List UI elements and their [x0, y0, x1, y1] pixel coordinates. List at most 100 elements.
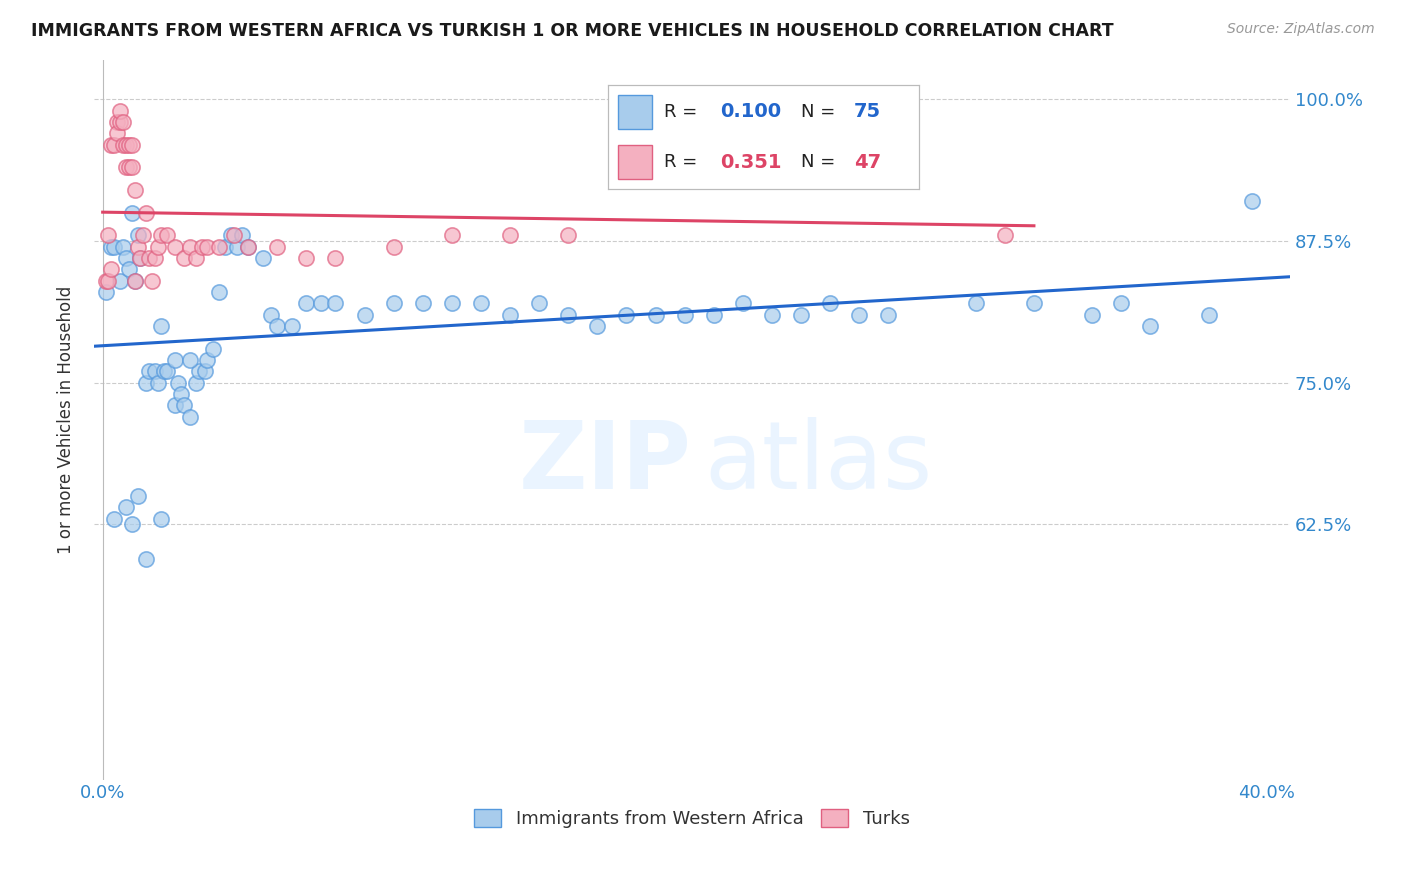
Point	[325, 251, 347, 265]
Point	[112, 240, 135, 254]
Point	[470, 296, 492, 310]
Point	[965, 296, 987, 310]
Point	[127, 228, 149, 243]
Point	[325, 296, 347, 310]
Point	[1241, 194, 1264, 209]
Point	[132, 228, 155, 243]
Point	[124, 274, 146, 288]
Point	[1139, 319, 1161, 334]
Point	[138, 251, 160, 265]
Point	[440, 228, 463, 243]
Point	[165, 353, 187, 368]
Point	[222, 228, 245, 243]
Point	[121, 205, 143, 219]
Point	[129, 251, 152, 265]
Point	[115, 500, 138, 515]
Point	[112, 137, 135, 152]
Point	[129, 251, 152, 265]
Point	[118, 137, 141, 152]
Point	[118, 262, 141, 277]
Point	[281, 319, 304, 334]
Point	[557, 308, 579, 322]
Point	[149, 319, 172, 334]
Point	[818, 296, 841, 310]
Point	[118, 161, 141, 175]
Point	[135, 376, 157, 390]
Point	[193, 364, 215, 378]
Point	[146, 376, 169, 390]
Point	[616, 308, 638, 322]
Text: atlas: atlas	[704, 417, 932, 508]
Point	[141, 274, 163, 288]
Point	[108, 115, 131, 129]
Y-axis label: 1 or more Vehicles in Household: 1 or more Vehicles in Household	[58, 285, 75, 554]
Point	[165, 399, 187, 413]
Point	[108, 274, 131, 288]
Point	[97, 228, 120, 243]
Point	[149, 228, 172, 243]
Point	[135, 205, 157, 219]
Point	[115, 137, 138, 152]
Point	[105, 115, 128, 129]
Point	[149, 512, 172, 526]
Point	[214, 240, 236, 254]
Point	[173, 251, 195, 265]
Point	[1022, 296, 1045, 310]
Point	[586, 319, 609, 334]
Point	[156, 228, 179, 243]
Point	[121, 161, 143, 175]
Point	[138, 364, 160, 378]
Point	[703, 308, 725, 322]
Point	[994, 228, 1017, 243]
Point	[179, 409, 201, 424]
Text: IMMIGRANTS FROM WESTERN AFRICA VS TURKISH 1 OR MORE VEHICLES IN HOUSEHOLD CORREL: IMMIGRANTS FROM WESTERN AFRICA VS TURKIS…	[31, 22, 1114, 40]
Point	[146, 240, 169, 254]
Point	[156, 364, 179, 378]
Point	[173, 399, 195, 413]
Point	[225, 240, 247, 254]
Point	[105, 126, 128, 140]
Point	[266, 319, 288, 334]
Legend: Immigrants from Western Africa, Turks: Immigrants from Western Africa, Turks	[467, 802, 917, 836]
Point	[100, 137, 122, 152]
Point	[877, 308, 900, 322]
Point	[208, 285, 231, 299]
Point	[127, 240, 149, 254]
Point	[135, 551, 157, 566]
Point	[382, 296, 405, 310]
Point	[184, 251, 207, 265]
Point	[219, 228, 242, 243]
Point	[97, 274, 120, 288]
Point	[309, 296, 332, 310]
Point	[231, 228, 253, 243]
Point	[94, 285, 117, 299]
Point	[121, 137, 143, 152]
Point	[202, 342, 225, 356]
Point	[103, 512, 125, 526]
Point	[208, 240, 231, 254]
Point	[1109, 296, 1132, 310]
Point	[499, 308, 522, 322]
Point	[557, 228, 579, 243]
Point	[190, 240, 212, 254]
Point	[353, 308, 375, 322]
Point	[94, 274, 117, 288]
Point	[152, 364, 174, 378]
Point	[238, 240, 260, 254]
Point	[121, 517, 143, 532]
Point	[238, 240, 260, 254]
Point	[103, 240, 125, 254]
Point	[295, 296, 318, 310]
Point	[499, 228, 522, 243]
Text: ZIP: ZIP	[519, 417, 692, 508]
Point	[179, 353, 201, 368]
Point	[100, 262, 122, 277]
Point	[644, 308, 666, 322]
Point	[848, 308, 870, 322]
Point	[124, 183, 146, 197]
Point	[115, 251, 138, 265]
Point	[143, 364, 166, 378]
Point	[112, 115, 135, 129]
Point	[790, 308, 813, 322]
Point	[197, 353, 219, 368]
